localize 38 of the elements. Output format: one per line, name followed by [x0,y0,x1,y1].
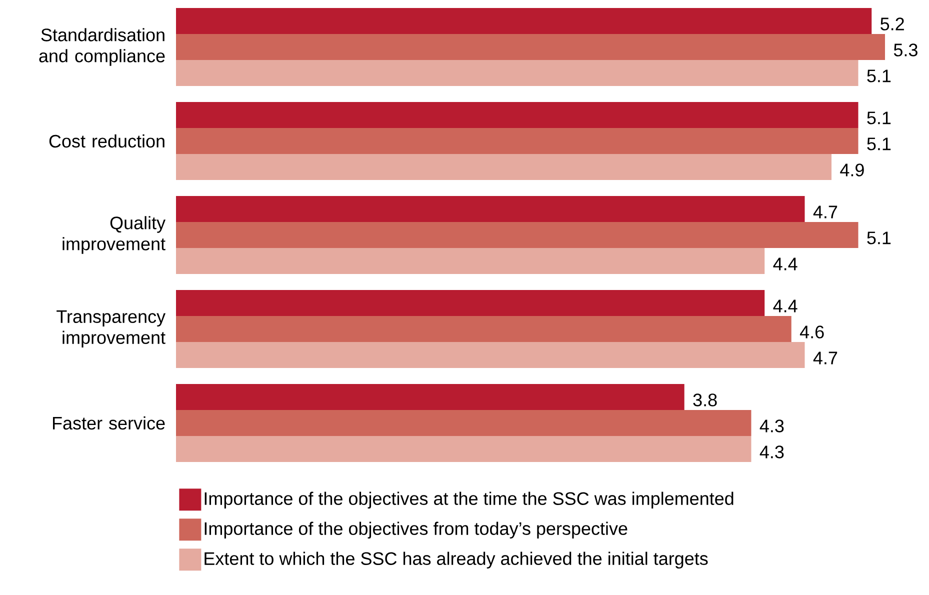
data-label: 4.3 [760,446,784,458]
bar [176,154,832,180]
bar [176,384,684,410]
data-label: 5.1 [867,232,891,244]
bar [176,102,858,128]
data-label: 5.1 [867,70,891,82]
bar [176,410,752,436]
bar [176,436,752,462]
bar [176,248,765,274]
legend-label: Importance of the objectives from today’s perspective [204,522,628,539]
data-label: 4.9 [840,164,864,176]
y-tick-label: Cost reduction [49,134,164,148]
bar [176,222,858,248]
data-label: 5.1 [867,112,891,124]
data-label: 4.7 [813,352,838,364]
bar [176,8,872,34]
data-label: 4.4 [773,300,798,312]
bar [176,316,792,342]
data-label: 5.3 [894,44,918,56]
bar [176,128,858,154]
data-label: 5.1 [867,138,891,150]
y-tick-label: Standardisation and compliance [39,28,165,66]
data-label: 4.4 [773,258,798,270]
data-label: 3.8 [693,394,717,406]
bar [176,290,765,316]
data-label: 4.3 [760,420,784,432]
data-label: 5.2 [880,18,904,30]
bar [176,60,858,86]
y-tick-label: Faster service [53,416,165,430]
data-label: 4.6 [800,326,824,338]
legend-label: Importance of the objectives at the time the SSC was implemented [204,492,734,509]
legend-label: Extent to which the SSC has already achieved the initial targets [204,552,708,569]
y-tick-label: Transparency improvement [56,310,166,348]
data-label: 4.7 [813,206,838,218]
y-tick-label: Quality improvement [62,216,166,254]
bar [176,196,805,222]
bar [176,34,886,60]
bar [176,342,805,368]
